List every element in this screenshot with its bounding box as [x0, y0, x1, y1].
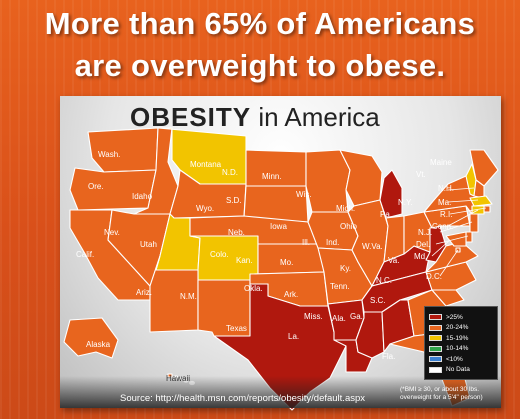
state-label-ak: Alaska	[86, 340, 111, 349]
leader-line-3	[449, 207, 487, 215]
state-tn	[361, 271, 433, 313]
state-label-ct: Conn.	[432, 222, 454, 231]
state-label-mt: Montana	[190, 160, 222, 169]
state-label-nm: N.M.	[180, 292, 197, 301]
legend-label: 15-19%	[446, 334, 469, 342]
leader-line-1	[447, 187, 475, 191]
state-label-wv: W.Va.	[362, 242, 383, 251]
legend-entry: >25%	[429, 313, 463, 321]
state-label-ne: Neb.	[228, 228, 245, 237]
state-label-nh: N.H.	[438, 184, 454, 193]
state-label-md: Md.	[414, 252, 428, 261]
state-label-dc: D.C.	[426, 272, 442, 281]
state-mn	[305, 149, 351, 213]
leader-line-6	[435, 235, 469, 245]
state-label-vt: Vt.	[416, 170, 426, 179]
leader-line-5	[439, 221, 473, 233]
state-label-la: La.	[288, 332, 300, 341]
state-va	[425, 241, 479, 273]
state-label-az: Ariz.	[136, 288, 152, 297]
state-label-ut: Utah	[140, 240, 157, 249]
state-ri	[483, 205, 491, 213]
source-text: Source: http://health.msn.com/reports/ob…	[120, 393, 366, 404]
footnote-line-2: overweight for a 5'4" person)	[400, 394, 483, 401]
legend-swatch	[429, 314, 442, 320]
footnote-line-1: (*BMI ≥ 30, or about 30 lbs.	[400, 386, 480, 393]
legend-label: >25%	[446, 313, 463, 321]
legend-label: No Data	[446, 366, 470, 373]
state-ma	[469, 195, 493, 207]
state-label-nc: N.C.	[376, 276, 392, 285]
state-label-id: Idaho	[132, 192, 153, 201]
legend-entry: 20-24%	[429, 324, 468, 332]
state-label-ma: Ma.	[438, 198, 452, 207]
state-label-ks: Kan.	[236, 256, 253, 265]
state-label-mn: Minn.	[262, 172, 282, 181]
legend-swatch	[429, 324, 442, 331]
state-label-va: Va.	[388, 256, 400, 265]
map-title-rest: in America	[251, 102, 380, 132]
legend-swatch	[429, 366, 442, 373]
state-ak	[63, 317, 119, 359]
state-label-co: Colo.	[210, 250, 229, 259]
state-de	[465, 231, 473, 243]
headline-line-2: are overweight to obese.	[74, 48, 446, 83]
state-label-tx: Texas	[226, 324, 247, 333]
state-label-nj: N.J.	[418, 228, 433, 237]
state-label-tn: Tenn.	[330, 282, 350, 291]
legend-entry: No Data	[429, 366, 470, 374]
state-label-sd: S.D.	[226, 196, 242, 205]
state-label-sc: S.C.	[370, 296, 386, 305]
leader-line-7	[431, 239, 451, 257]
state-label-al: Ala.	[332, 314, 346, 323]
legend-swatch	[429, 345, 442, 352]
legend: >25% 20-24% 15-19% 10-14% <10% No Data	[424, 306, 498, 380]
state-or	[69, 167, 157, 211]
state-label-wi: Wis.	[296, 190, 312, 199]
leader-line-4	[447, 209, 479, 227]
legend-label: 20-24%	[446, 324, 469, 331]
state-label-wa: Wash.	[98, 150, 121, 159]
state-label-or: Ore.	[88, 182, 104, 191]
legend-entry: <10%	[429, 355, 463, 363]
state-label-ca: Calif.	[76, 250, 95, 259]
state-label-mo: Mo.	[280, 258, 294, 267]
legend-label: <10%	[446, 355, 463, 363]
state-label-ok: Okla.	[244, 284, 263, 293]
state-label-ny: N.Y.	[398, 198, 413, 207]
leader-line-8	[439, 249, 459, 277]
state-label-in: Ind.	[326, 238, 340, 247]
state-label-ms: Miss.	[304, 312, 323, 321]
state-label-me: Maine	[430, 158, 452, 167]
state-label-fl: Fla.	[382, 352, 396, 361]
state-label-il: Ill.	[302, 238, 310, 247]
state-label-mi: Mich.	[336, 204, 356, 213]
leader-line-2	[447, 199, 479, 203]
state-label-ar: Ark.	[284, 290, 299, 299]
state-label-de: Del.	[416, 240, 431, 249]
map-title-bold: OBESITY	[130, 102, 252, 132]
state-label-wy: Wyo.	[196, 204, 215, 213]
state-label-ia: Iowa	[270, 222, 287, 231]
state-label-nd: N.D.	[222, 168, 238, 177]
legend-entry: 15-19%	[429, 334, 468, 342]
footnote: (*BMI ≥ 30, or about 30 lbs. overweight …	[400, 386, 483, 402]
state-az	[149, 255, 199, 333]
state-label-ri: R.I.	[440, 210, 453, 219]
state-nj	[469, 213, 479, 233]
state-label-ky: Ky.	[340, 264, 351, 273]
headline-line-1: More than 65% of Americans	[44, 6, 476, 41]
legend-label: 10-14%	[446, 345, 469, 352]
legend-entry: 10-14%	[429, 345, 468, 353]
legend-swatch	[429, 335, 442, 341]
state-label-pa: Pa.	[380, 210, 393, 219]
state-label-nv: Nev.	[104, 228, 120, 237]
state-label-oh: Ohio	[340, 222, 357, 231]
map-title: OBESITY in America	[130, 102, 380, 133]
bottom-shade	[60, 376, 501, 408]
state-label-ga: Ga.	[350, 312, 363, 321]
legend-swatch	[429, 356, 442, 362]
